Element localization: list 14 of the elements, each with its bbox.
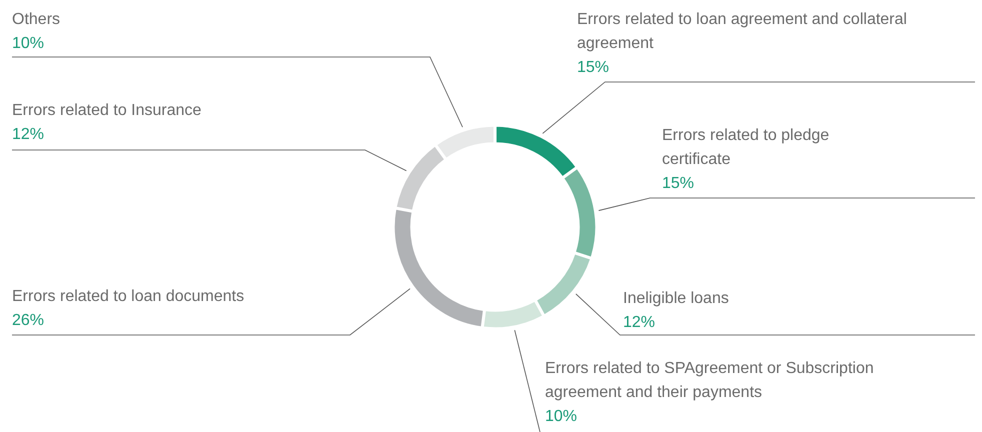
slice-label: Errors related to SPAgreement or Subscription agreement and their payments (545, 360, 874, 401)
slice-label: Errors related to pledge certificate (662, 127, 830, 168)
data-label: 12% (12, 126, 44, 143)
slice-label: Others (12, 11, 60, 28)
slice-label: Errors related to Insurance (12, 102, 202, 119)
slice-label: Ineligible loans (623, 290, 729, 307)
data-label: 10% (12, 35, 44, 52)
data-label: 26% (12, 312, 44, 329)
slice-label: Errors related to loan agreement and collateral agreement (577, 11, 907, 52)
data-label: 15% (577, 59, 610, 76)
data-label: 12% (623, 314, 656, 331)
data-label: 15% (662, 175, 694, 192)
data-label: 10% (545, 408, 578, 425)
slice-label: Errors related to loan documents (12, 288, 244, 305)
